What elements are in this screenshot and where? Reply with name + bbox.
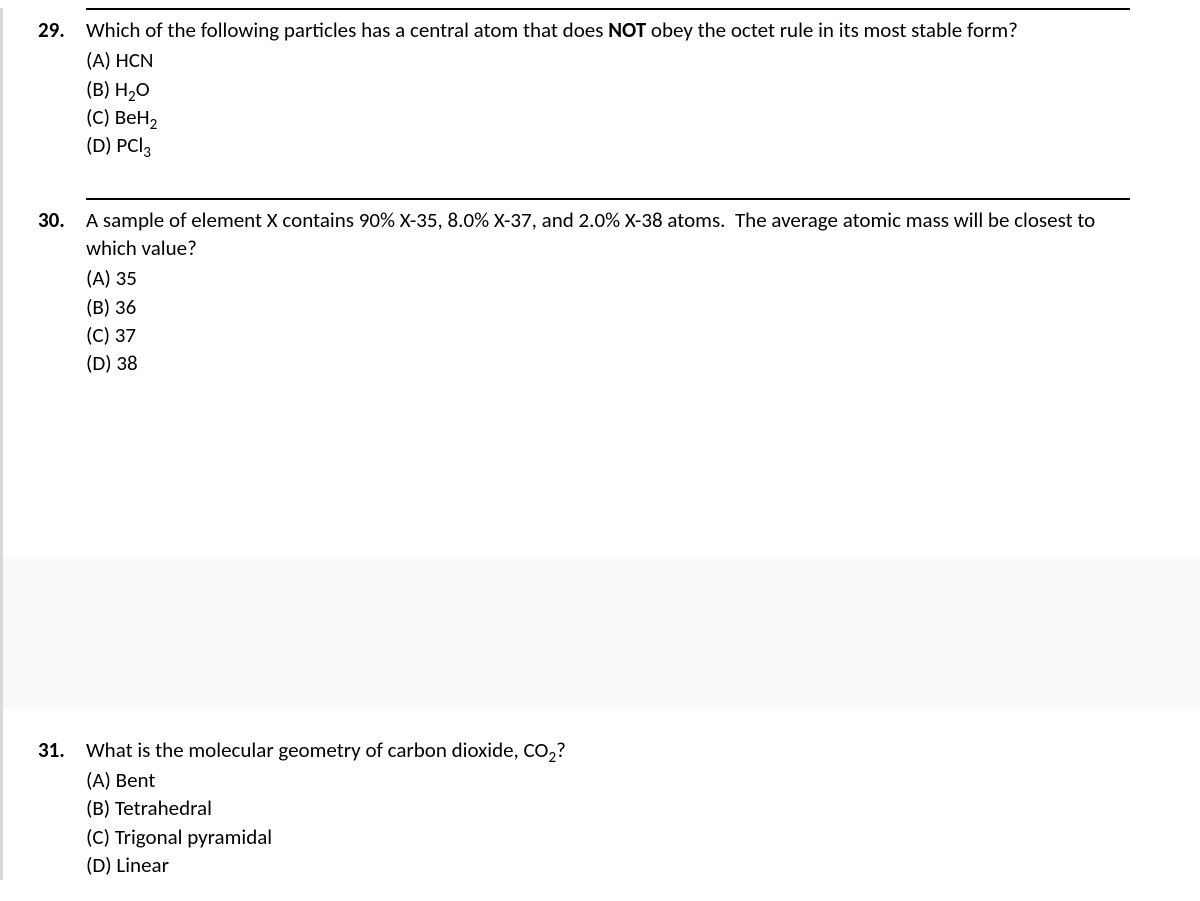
option: (A) 35 <box>86 264 1130 292</box>
question-options: (A) Bent (B) Tetrahedral (C) Trigonal py… <box>86 766 1130 879</box>
question-number: 31. <box>38 736 86 764</box>
option: (A) HCN <box>86 46 1130 74</box>
option: (B) 36 <box>86 293 1130 321</box>
question-row: 30. A sample of element X contains 90% X… <box>86 206 1130 378</box>
option: (D) Linear <box>86 851 1130 879</box>
option: (B) Tetrahedral <box>86 794 1130 822</box>
option: (D) 38 <box>86 349 1130 377</box>
page-left-edge <box>0 8 3 880</box>
option: (B) H2O <box>86 75 1130 103</box>
question-stem: Which of the following particles has a c… <box>86 16 1130 44</box>
question-options: (A) HCN (B) H2O (C) BeH2 (D) PCl3 <box>86 46 1130 159</box>
question-block: 29. Which of the following particles has… <box>86 8 1130 160</box>
option: (C) 37 <box>86 321 1130 349</box>
option: (C) Trigonal pyramidal <box>86 823 1130 851</box>
question-number: 29. <box>38 16 86 44</box>
page-gap <box>0 558 1200 708</box>
question-row: 29. Which of the following particles has… <box>86 16 1130 160</box>
question-body: What is the molecular geometry of carbon… <box>86 736 1130 880</box>
question-row: 31. What is the molecular geometry of ca… <box>86 736 1130 880</box>
question-number: 30. <box>38 206 86 234</box>
question-options: (A) 35 (B) 36 (C) 37 (D) 38 <box>86 264 1130 377</box>
question-block: 31. What is the molecular geometry of ca… <box>86 736 1130 880</box>
option: (A) Bent <box>86 766 1130 794</box>
option: (C) BeH2 <box>86 103 1130 131</box>
option: (D) PCl3 <box>86 131 1130 159</box>
document-page: 29. Which of the following particles has… <box>0 8 1200 880</box>
question-stem: What is the molecular geometry of carbon… <box>86 736 1130 764</box>
question-body: A sample of element X contains 90% X-35,… <box>86 206 1130 378</box>
question-body: Which of the following particles has a c… <box>86 16 1130 160</box>
spacer <box>0 378 1200 558</box>
question-stem: A sample of element X contains 90% X-35,… <box>86 206 1130 263</box>
question-block: 30. A sample of element X contains 90% X… <box>86 198 1130 378</box>
